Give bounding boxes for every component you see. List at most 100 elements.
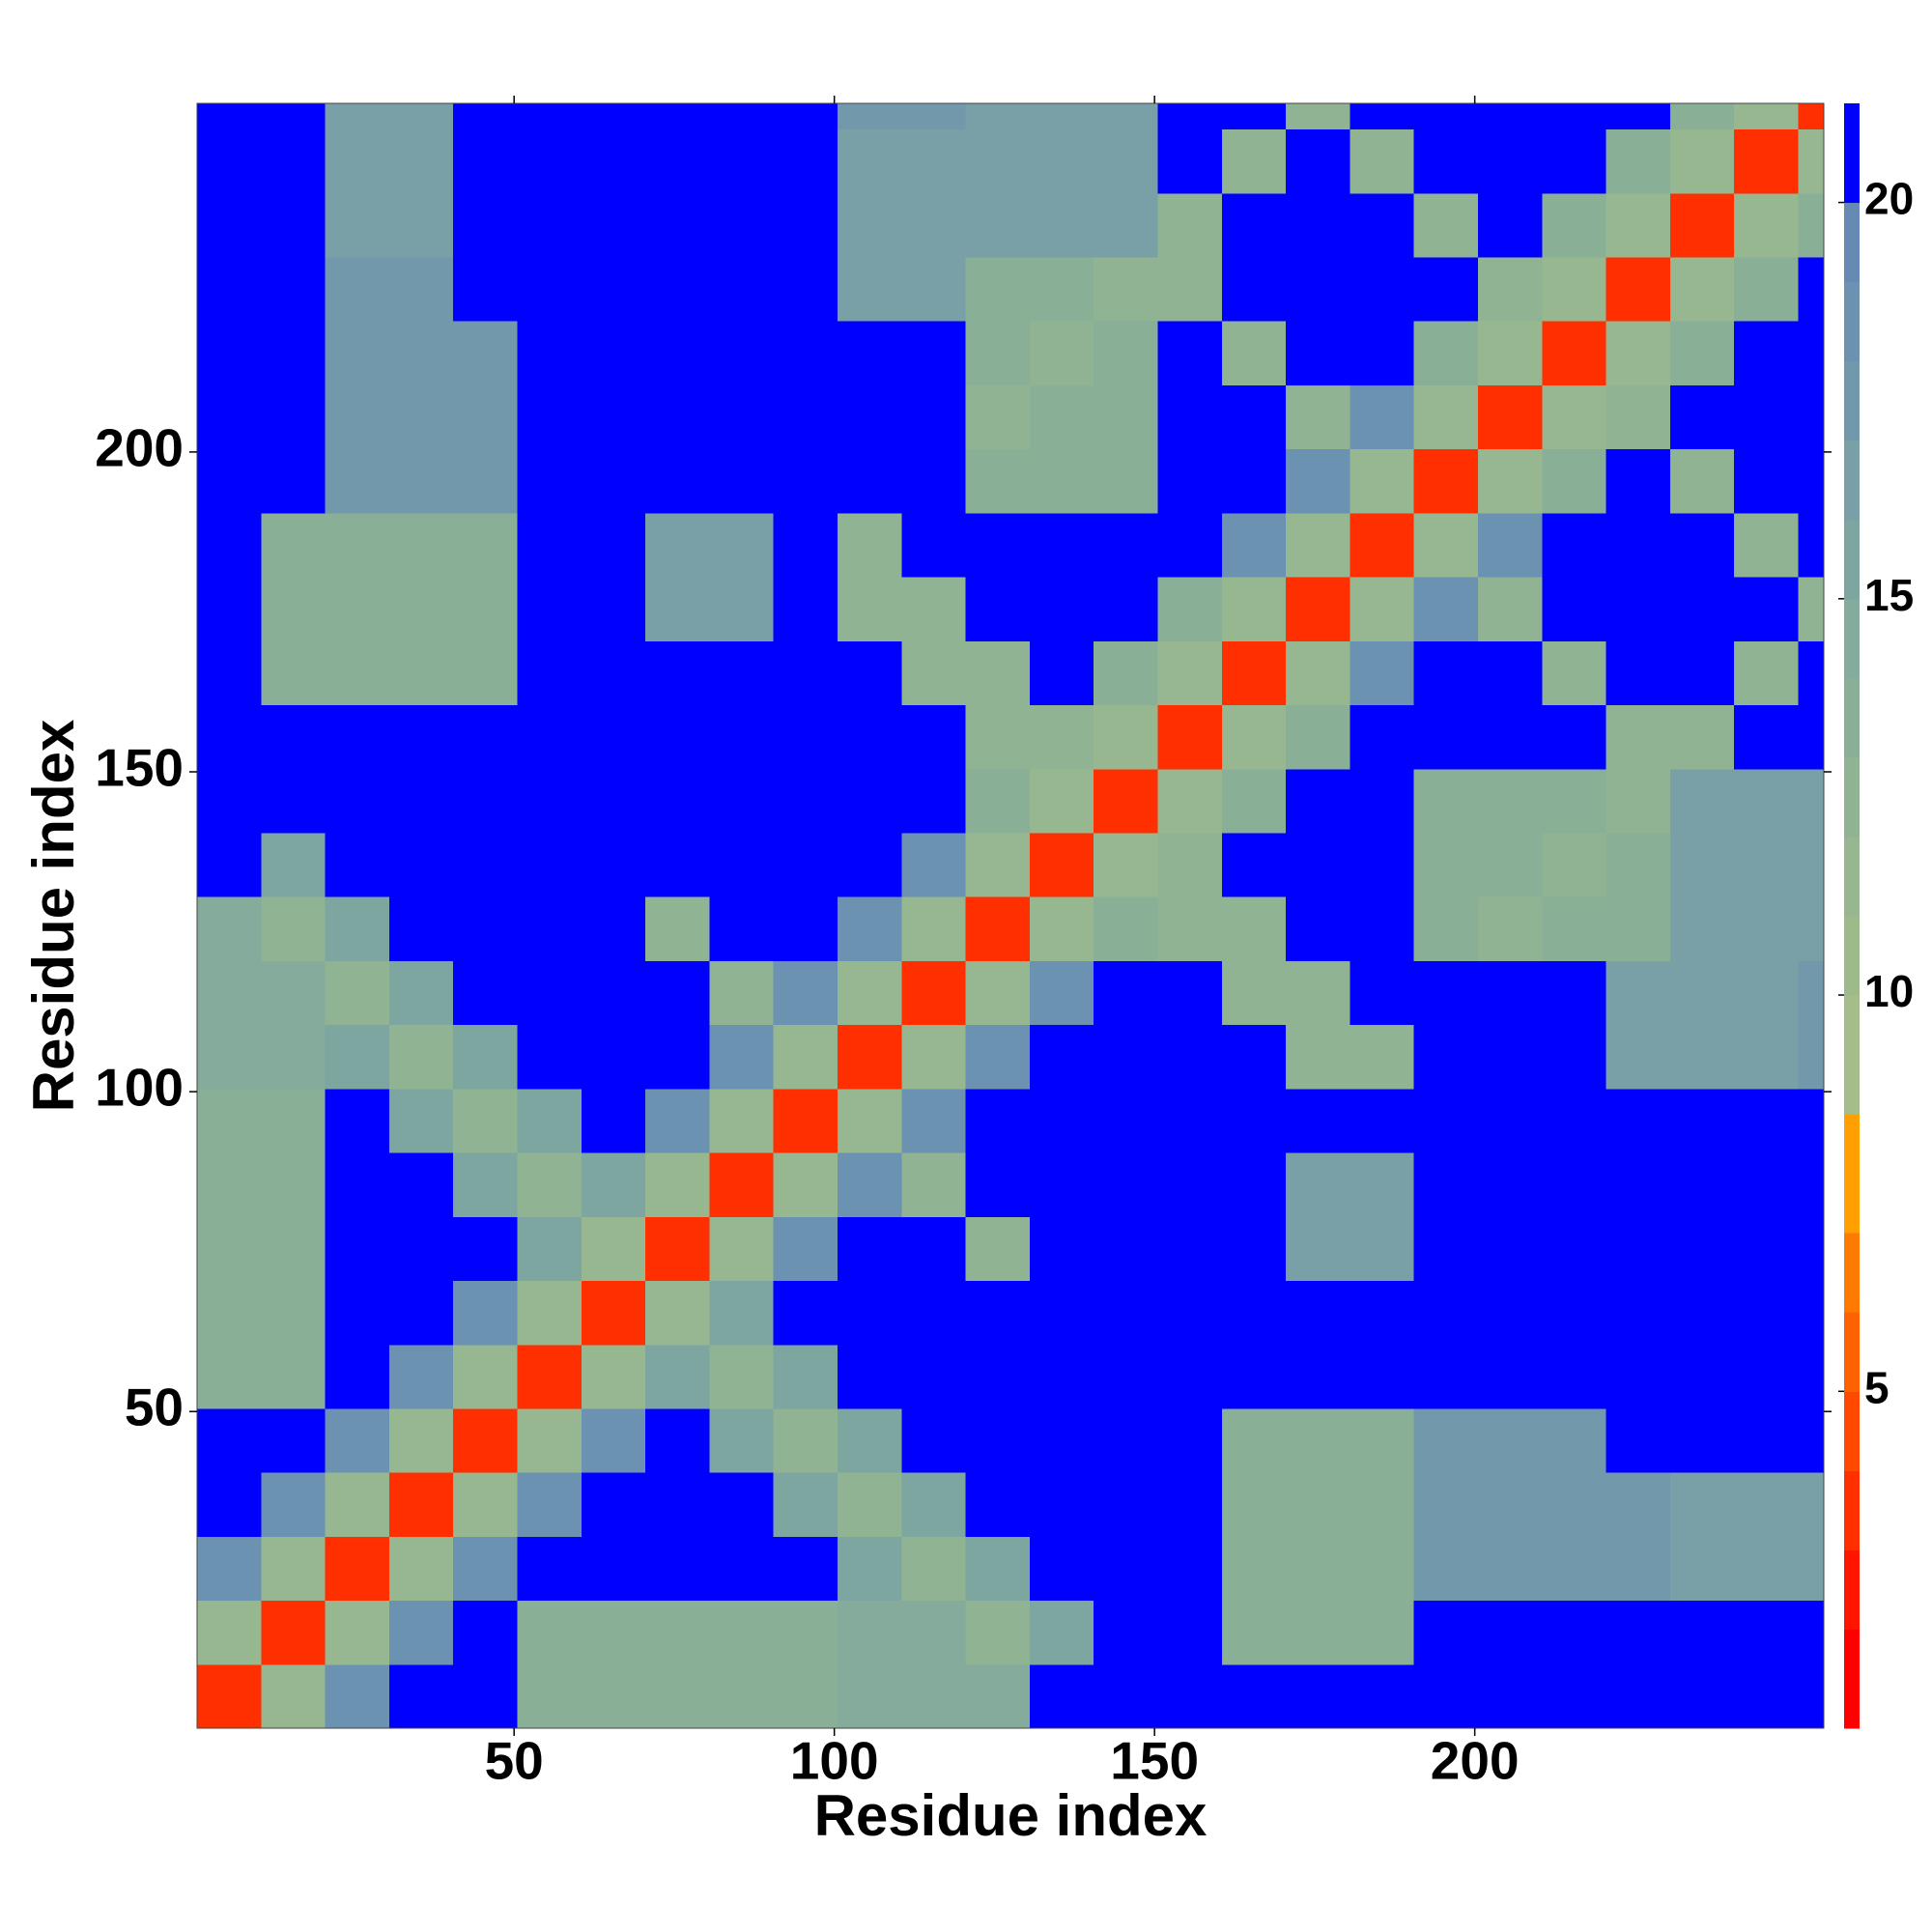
heatmap-cell: [1029, 128, 1094, 194]
heatmap-cell: [197, 768, 262, 834]
heatmap-cell: [325, 128, 390, 194]
heatmap-cell: [1029, 960, 1094, 1026]
x-tick-label: 100: [790, 1731, 879, 1791]
heatmap-cell: [837, 1663, 902, 1729]
heatmap-cell: [1477, 256, 1543, 322]
heatmap-cell: [325, 1344, 390, 1409]
colorbar-tick-label: 15: [1864, 570, 1914, 620]
heatmap-cell: [197, 384, 262, 450]
heatmap-cell: [709, 1472, 775, 1537]
heatmap-cell: [1798, 896, 1825, 961]
heatmap-cell: [837, 896, 902, 961]
heatmap-cell: [1734, 1536, 1800, 1602]
heatmap-cell: [1669, 1600, 1735, 1665]
heatmap-cell: [1734, 512, 1800, 578]
heatmap-cell: [1798, 384, 1825, 450]
heatmap-cell: [1413, 960, 1479, 1026]
heatmap-cell: [1734, 103, 1800, 130]
heatmap-cell: [581, 577, 646, 641]
heatmap-cell: [1413, 1280, 1479, 1346]
heatmap-cell: [1157, 704, 1223, 770]
heatmap-cell: [261, 1344, 327, 1409]
heatmap-cell: [517, 128, 582, 194]
heatmap-cell: [1286, 1344, 1350, 1409]
heatmap-cell: [901, 103, 967, 130]
heatmap-cell: [1094, 960, 1159, 1026]
heatmap-cell: [1734, 896, 1800, 961]
heatmap-cell: [1542, 256, 1607, 322]
heatmap-cell: [645, 128, 710, 194]
heatmap-cell: [709, 192, 775, 258]
heatmap-cell: [901, 448, 967, 514]
heatmap-cell: [1286, 1280, 1350, 1346]
heatmap-cell: [581, 1663, 646, 1729]
heatmap-cell: [1286, 1407, 1350, 1473]
heatmap-cell: [1029, 768, 1094, 834]
heatmap-cell: [773, 1152, 838, 1217]
heatmap-cell: [388, 1407, 454, 1473]
heatmap-cell: [388, 256, 454, 322]
heatmap-cell: [1605, 512, 1671, 578]
heatmap-cell: [1221, 256, 1287, 322]
heatmap-cell: [1350, 1216, 1415, 1282]
heatmap-cell: [517, 704, 582, 770]
heatmap-cell: [1029, 1600, 1094, 1665]
heatmap-cell: [453, 768, 519, 834]
heatmap-cell: [773, 1407, 838, 1473]
heatmap-cell: [1286, 1536, 1350, 1602]
heatmap-cell: [1029, 1152, 1094, 1217]
heatmap-cell: [261, 1024, 327, 1090]
heatmap-cell: [1477, 1344, 1543, 1409]
heatmap-cell: [197, 1600, 262, 1665]
heatmap-cell: [709, 960, 775, 1026]
heatmap-cell: [453, 1600, 519, 1665]
heatmap-cell: [1157, 1280, 1223, 1346]
heatmap-cell: [197, 896, 262, 961]
heatmap-cell: [1221, 384, 1287, 450]
heatmap-cell: [1413, 1088, 1479, 1153]
heatmap-cell: [1477, 704, 1543, 770]
heatmap-cell: [1669, 192, 1735, 258]
heatmap-cell: [965, 1152, 1031, 1217]
heatmap-cell: [1157, 577, 1223, 641]
heatmap-cell: [837, 1344, 902, 1409]
heatmap-cell: [453, 1407, 519, 1473]
heatmap-cell: [1798, 448, 1825, 514]
heatmap-cell: [1477, 103, 1543, 130]
heatmap-cell: [645, 448, 710, 514]
heatmap-cell: [709, 1407, 775, 1473]
heatmap-cell: [1605, 1663, 1671, 1729]
heatmap-cell: [965, 960, 1031, 1026]
heatmap-cell: [197, 577, 262, 641]
heatmap-cell: [1286, 1024, 1350, 1090]
heatmap-cell: [1798, 321, 1825, 385]
heatmap-cell: [1157, 768, 1223, 834]
heatmap-cell: [1542, 448, 1607, 514]
heatmap-cell: [197, 1216, 262, 1282]
heatmap-cell: [965, 192, 1031, 258]
heatmap-cell: [1477, 832, 1543, 897]
heatmap-cell: [1221, 896, 1287, 961]
heatmap-cell: [581, 1152, 646, 1217]
heatmap-cell: [261, 1088, 327, 1153]
heatmap-cell: [645, 960, 710, 1026]
heatmap-cell: [1669, 577, 1735, 641]
heatmap-cell: [901, 577, 967, 641]
heatmap-cell: [1350, 832, 1415, 897]
heatmap-cell: [709, 1216, 775, 1282]
heatmap-cell: [773, 103, 838, 130]
heatmap-cell: [1734, 577, 1800, 641]
heatmap-cell: [261, 896, 327, 961]
heatmap-cell: [1734, 128, 1800, 194]
heatmap-cell: [1542, 321, 1607, 385]
heatmap-cell: [388, 103, 454, 130]
heatmap-cell: [1094, 896, 1159, 961]
heatmap-cell: [1221, 512, 1287, 578]
heatmap-cell: [1221, 128, 1287, 194]
heatmap-cell: [453, 1152, 519, 1217]
heatmap-cell: [325, 1088, 390, 1153]
heatmap-cell: [1413, 384, 1479, 450]
heatmap-cell: [1734, 384, 1800, 450]
heatmap-cell: [709, 1344, 775, 1409]
heatmap-cell: [1542, 1280, 1607, 1346]
